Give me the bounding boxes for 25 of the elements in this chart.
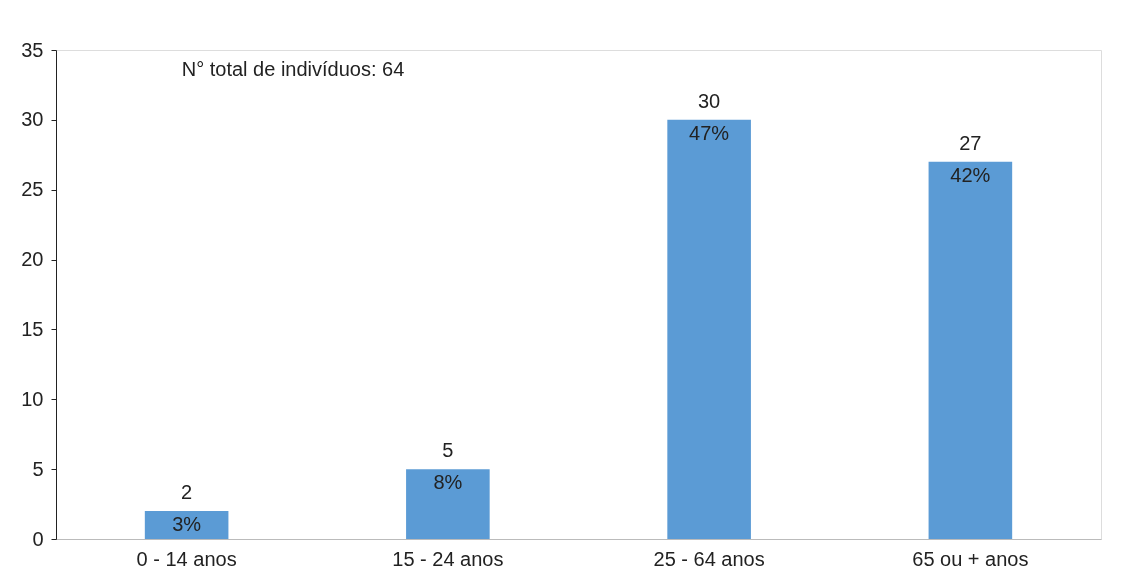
y-tick-label: 25 — [21, 178, 44, 201]
y-tick-label: 30 — [21, 108, 44, 131]
y-tick-label: 35 — [21, 38, 44, 61]
x-tick-label: 0 - 14 anos — [136, 547, 237, 570]
x-tick-label: 25 - 64 anos — [653, 547, 765, 570]
bar — [406, 469, 490, 539]
data-label: 5 — [442, 439, 454, 462]
data-label: 2 — [181, 481, 193, 504]
x-tick-label: 15 - 24 anos — [392, 547, 504, 570]
annotation: 8% — [433, 471, 463, 494]
y-tick-label: 20 — [21, 248, 44, 271]
data-label: 27 — [959, 131, 982, 154]
bar — [928, 161, 1013, 539]
data-label: 30 — [698, 89, 721, 112]
bar — [144, 511, 229, 539]
y-tick-label: 0 — [32, 527, 44, 550]
bar — [667, 119, 751, 539]
y-tick-label: 10 — [21, 387, 44, 410]
annotation: 42% — [950, 163, 991, 186]
y-tick-label: 15 — [21, 317, 44, 340]
annotation: 3% — [172, 513, 202, 536]
annotation: N° total de indivíduos: 64 — [181, 58, 405, 80]
x-tick-label: 65 ou + anos — [912, 547, 1029, 570]
annotation: 47% — [689, 121, 730, 144]
y-tick-label: 5 — [32, 457, 44, 480]
